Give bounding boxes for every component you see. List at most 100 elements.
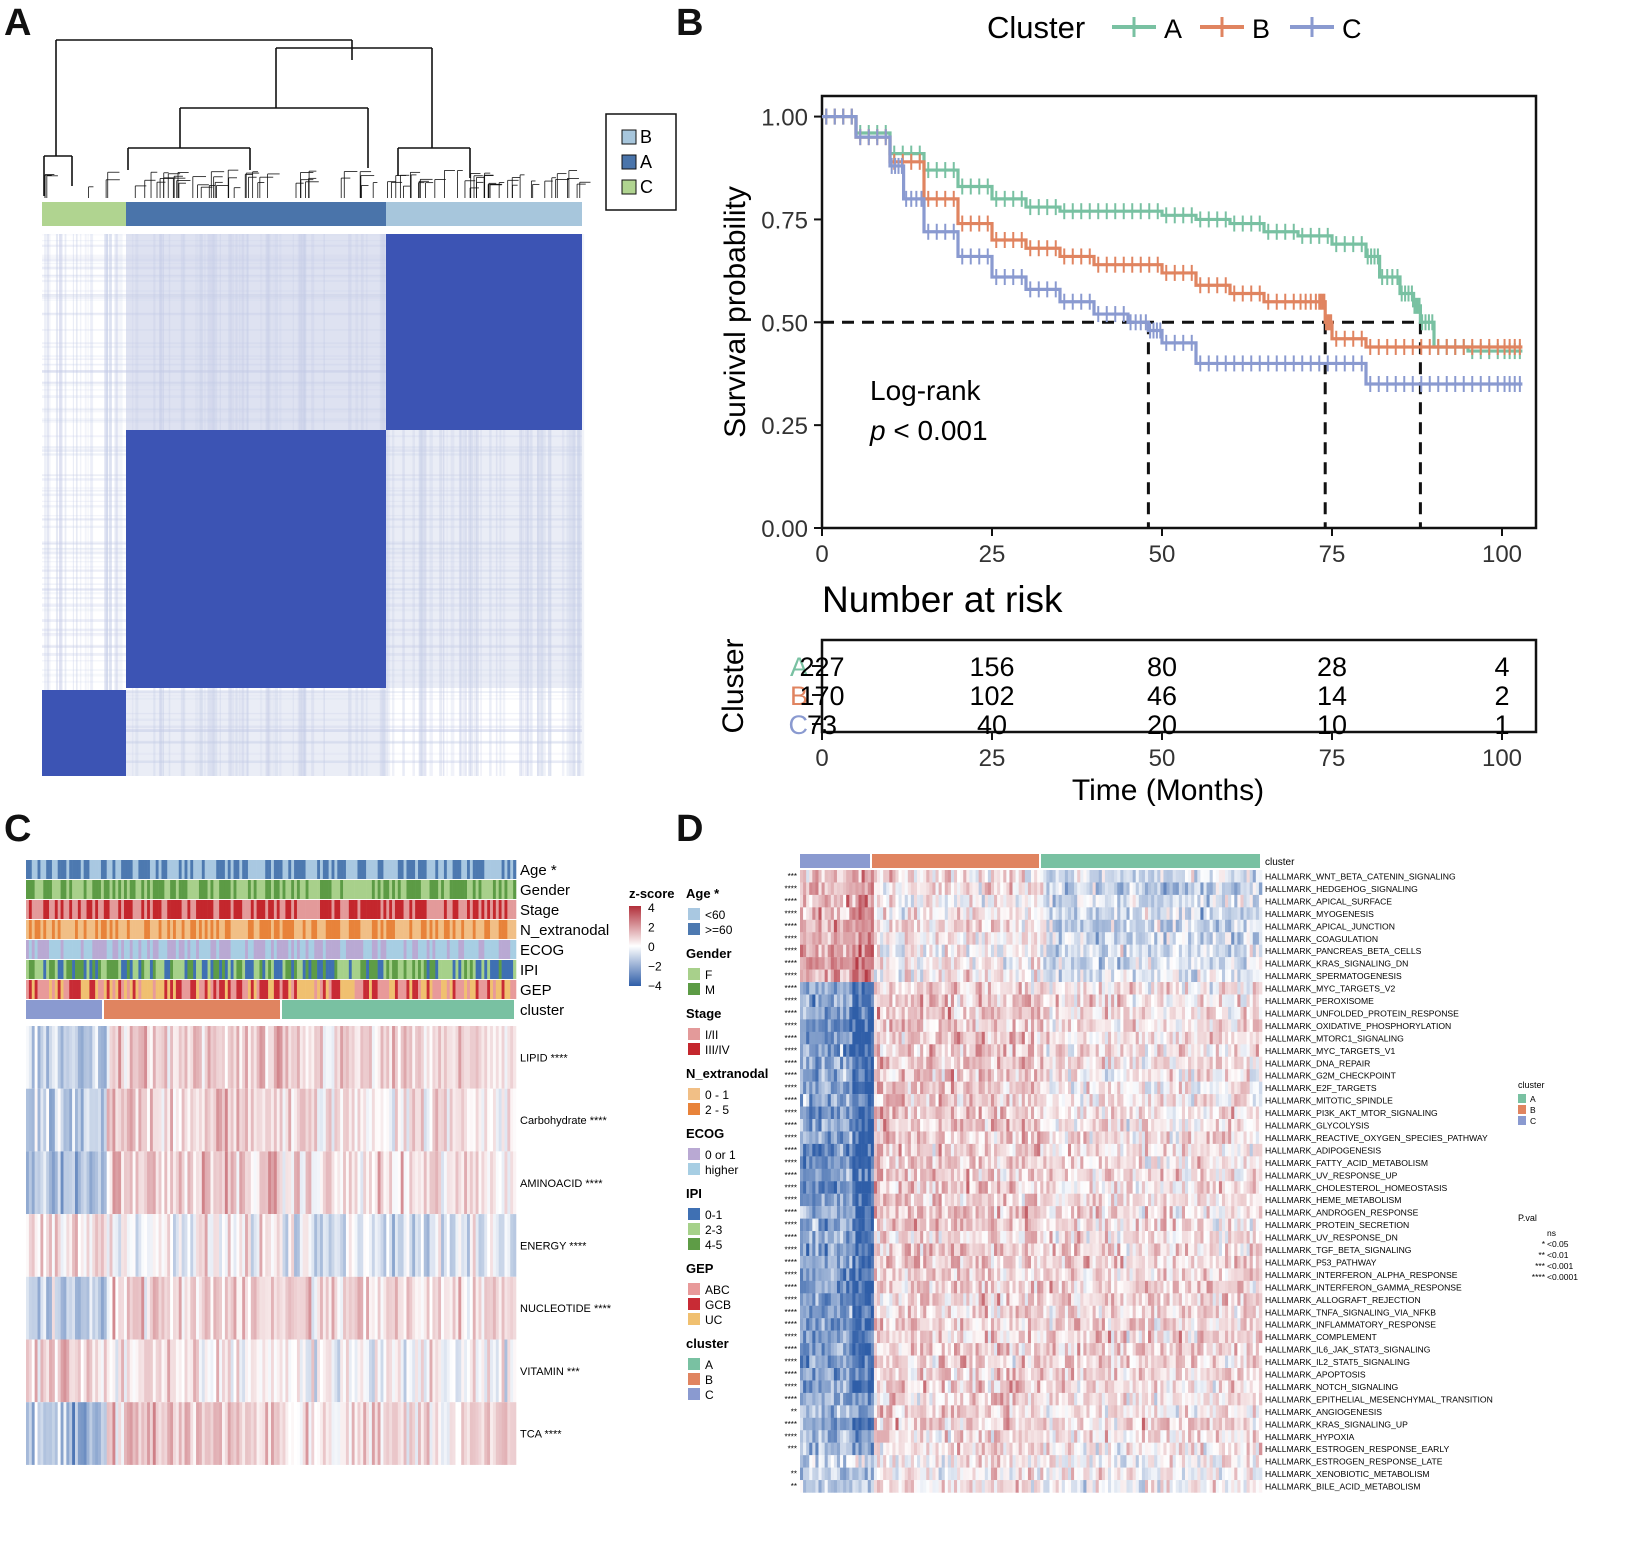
- heatmap-cell: [1249, 870, 1254, 883]
- heatmap-cell: [201, 1026, 206, 1089]
- legend-swatch: [688, 983, 700, 995]
- annotation-cell: [429, 980, 433, 999]
- annotation-cell: [132, 900, 136, 919]
- heatmap-cell: [432, 1151, 436, 1215]
- annotation-cell: [118, 880, 122, 899]
- heatmap-cell: [1172, 969, 1177, 983]
- annotation-label: IPI: [520, 962, 538, 979]
- heatmap-cell: [1114, 957, 1118, 970]
- heatmap-cell: [809, 882, 813, 896]
- annotation-cell: [475, 960, 479, 979]
- annotation-cell: [510, 980, 514, 999]
- heatmap-cell: [800, 932, 804, 945]
- heatmap-cell: [861, 982, 865, 995]
- heatmap-cell: [475, 1402, 479, 1465]
- heatmap-cell: [855, 919, 859, 933]
- heatmap-cell: [412, 1088, 416, 1152]
- annotation-cell: [472, 880, 476, 899]
- heatmap-cell: [236, 1088, 240, 1152]
- heatmap-cell: [386, 1214, 390, 1277]
- heatmap-cell: [1209, 932, 1214, 945]
- annotation-cell: [57, 980, 61, 999]
- heatmap-cell: [475, 1026, 479, 1089]
- heatmap-cell: [1212, 882, 1217, 896]
- legend-swatch: [688, 1223, 700, 1235]
- heatmap-cell: [317, 1088, 321, 1152]
- heatmap-cell: [1178, 969, 1183, 983]
- heatmap-cell: [938, 919, 942, 933]
- heatmap-cell: [484, 1339, 488, 1403]
- annotation-cell: [184, 980, 188, 999]
- annotation-cell: [198, 880, 203, 899]
- consensus-stripe: [496, 234, 499, 776]
- heatmap-cell: [1095, 944, 1100, 958]
- heatmap-cell: [957, 870, 961, 883]
- heatmap-cell: [886, 969, 890, 983]
- annotation-cell: [181, 960, 185, 979]
- heatmap-cell: [1003, 957, 1007, 970]
- heatmap-cell: [1092, 969, 1096, 983]
- annotation-cell: [328, 960, 332, 979]
- heatmap-cell: [1194, 944, 1198, 958]
- annotation-cell: [443, 880, 448, 899]
- annotation-cell: [472, 860, 476, 879]
- heatmap-cell: [877, 894, 881, 908]
- annotation-cell: [138, 880, 142, 899]
- heatmap-cell: [821, 907, 825, 920]
- annotation-cell: [43, 880, 47, 899]
- heatmap-cell: [800, 957, 804, 970]
- annotation-cell: [147, 960, 151, 979]
- annotation-cell: [106, 880, 110, 899]
- heatmap-cell: [1040, 882, 1044, 896]
- heatmap-cell: [1160, 894, 1164, 908]
- heatmap-cell: [1061, 907, 1066, 920]
- annotation-cell: [132, 860, 136, 879]
- heatmap-cell: [1012, 882, 1016, 896]
- heatmap-cell: [892, 957, 896, 970]
- hallmark-row-label: HALLMARK_APICAL_SURFACE: [1265, 896, 1392, 906]
- annotation-cell: [406, 980, 410, 999]
- annotation-cell: [285, 900, 289, 919]
- heatmap-cell: [907, 982, 912, 995]
- heatmap-cell: [1151, 994, 1155, 1008]
- heatmap-cell: [348, 1026, 353, 1089]
- annotation-cell: [216, 960, 220, 979]
- heatmap-cell: [947, 907, 952, 920]
- heatmap-cell: [423, 1402, 427, 1465]
- annotation-cell: [250, 940, 255, 959]
- heatmap-cell: [1074, 957, 1078, 970]
- heatmap-cell: [1012, 957, 1016, 970]
- heatmap-cell: [1064, 932, 1069, 945]
- annotation-cell: [51, 960, 56, 979]
- heatmap-cell: [348, 1151, 353, 1215]
- heatmap-cell: [1083, 957, 1087, 970]
- annotation-cell: [498, 900, 502, 919]
- heatmap-cell: [95, 1088, 99, 1152]
- heatmap-cell: [472, 1214, 476, 1277]
- heatmap-cell: [236, 1151, 240, 1215]
- heatmap-cell: [492, 1151, 497, 1215]
- heatmap-cell: [455, 1026, 459, 1089]
- heatmap-cell: [1181, 944, 1186, 958]
- heatmap-cell: [164, 1088, 168, 1152]
- heatmap-cell: [966, 894, 970, 908]
- heatmap-cell: [1083, 907, 1087, 920]
- heatmap-cell: [443, 1026, 448, 1089]
- heatmap-cell: [271, 1088, 275, 1152]
- heatmap-cell: [198, 1276, 203, 1340]
- heatmap-cell: [54, 1151, 59, 1215]
- heatmap-cell: [273, 1088, 278, 1152]
- heatmap-cell: [877, 919, 881, 933]
- heatmap-cell: [864, 944, 869, 958]
- heatmap-cell: [1151, 894, 1155, 908]
- annotation-cell: [46, 980, 50, 999]
- annotation-cell: [380, 880, 384, 899]
- heatmap-cell: [268, 1026, 272, 1089]
- annotation-cell: [144, 860, 148, 879]
- heatmap-cell: [950, 982, 955, 995]
- heatmap-cell: [1194, 957, 1198, 970]
- heatmap-cell: [178, 1339, 182, 1403]
- annotation-cell: [320, 920, 324, 939]
- annotation-cell: [51, 860, 56, 879]
- heatmap-cell: [994, 882, 998, 896]
